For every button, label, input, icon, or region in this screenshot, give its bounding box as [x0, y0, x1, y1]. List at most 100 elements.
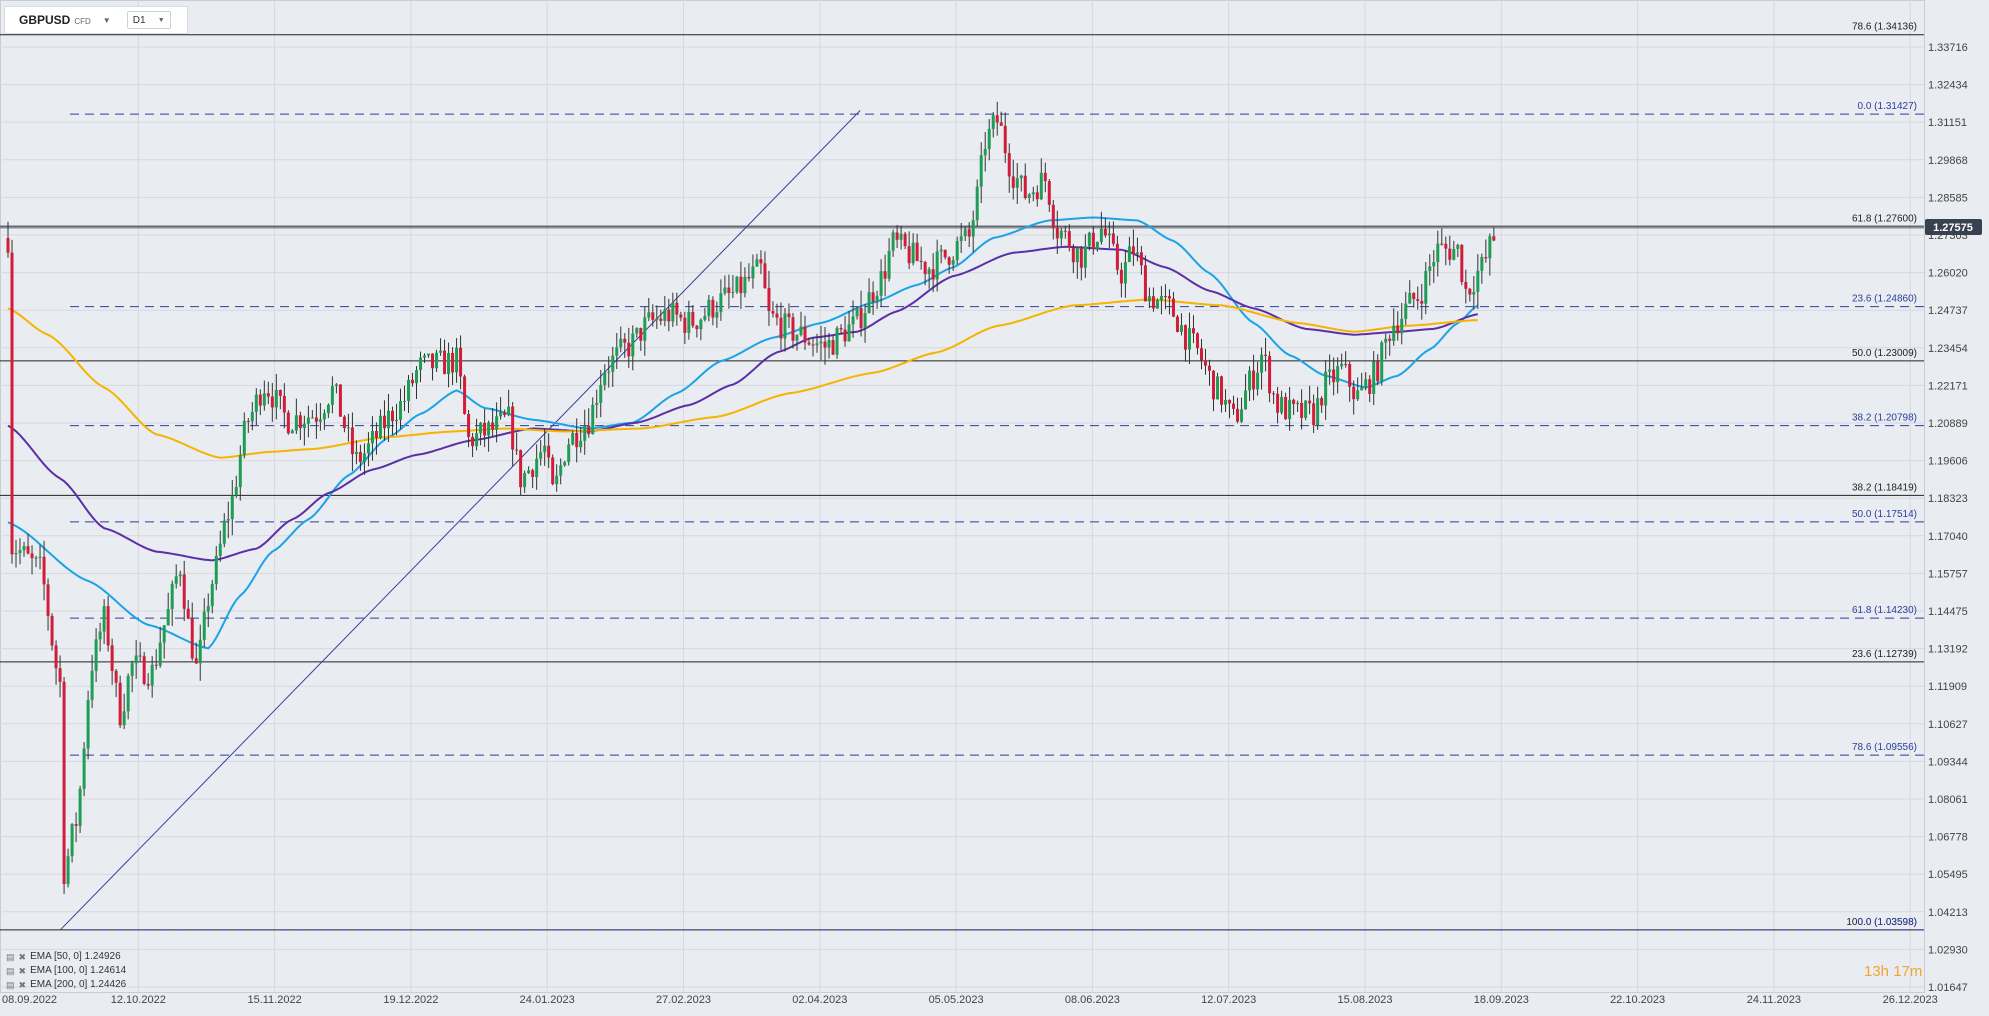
bear-candle	[138, 655, 142, 657]
solid-level-label: 38.2 (1.18419)	[1852, 482, 1917, 493]
bull-candle	[1392, 325, 1396, 342]
bull-candle	[82, 748, 86, 789]
bear-candle	[106, 606, 110, 646]
bear-candle	[1035, 192, 1039, 200]
bull-candle	[226, 519, 230, 521]
bull-candle	[90, 670, 94, 701]
date-tick-label: 24.11.2023	[1747, 994, 1801, 1006]
bull-candle	[1019, 175, 1023, 179]
bull-candle	[14, 553, 18, 555]
bear-candle	[443, 350, 447, 375]
bull-candle	[370, 431, 374, 444]
bull-candle	[819, 341, 823, 344]
bear-candle	[691, 312, 695, 326]
bull-candle	[290, 430, 294, 434]
bear-candle	[114, 670, 118, 683]
price-tick-label: 1.01647	[1928, 982, 1968, 994]
bear-candle	[1055, 227, 1059, 239]
bull-candle	[1159, 296, 1163, 301]
settings-icon[interactable]: ▤	[6, 952, 15, 962]
bear-candle	[659, 318, 663, 321]
bear-candle	[1264, 354, 1268, 356]
bear-candle	[683, 317, 687, 333]
bull-candle	[1015, 178, 1019, 188]
bear-candle	[1320, 398, 1324, 406]
bear-candle	[1236, 408, 1240, 422]
bull-candle	[827, 340, 831, 348]
bear-candle	[903, 233, 907, 247]
bull-candle	[1356, 390, 1360, 400]
bear-candle	[194, 658, 198, 664]
legend-label: EMA [100, 0] 1.24614	[30, 965, 127, 976]
bear-candle	[411, 379, 415, 384]
legend-item-ema200[interactable]: ▤ ✖ EMA [200, 0] 1.24426	[6, 978, 126, 992]
bear-candle	[30, 553, 34, 559]
bull-candle	[322, 413, 326, 420]
bear-candle	[907, 246, 911, 264]
bull-candle	[1135, 252, 1139, 255]
bull-candle	[1256, 372, 1260, 390]
bear-candle	[1276, 393, 1280, 413]
close-icon[interactable]: ✖	[18, 966, 27, 976]
level-labels: 78.6 (1.34136) 61.8 (1.27600) 50.0 (1.2300…	[1846, 22, 1917, 928]
bull-candle	[86, 700, 90, 749]
bear-candle	[270, 396, 274, 408]
bull-candle	[1248, 370, 1252, 391]
bull-candle	[1123, 262, 1127, 284]
trend-lines	[59, 110, 861, 931]
settings-icon[interactable]: ▤	[6, 966, 15, 976]
bull-candle	[415, 370, 419, 384]
bear-candle	[551, 457, 555, 485]
symbol-dropdown-icon[interactable]: ▼	[102, 15, 111, 25]
bear-candle	[747, 276, 751, 279]
bull-candle	[362, 453, 366, 463]
bear-candle	[382, 415, 386, 429]
price-tick-label: 1.20889	[1928, 418, 1968, 430]
close-icon[interactable]: ✖	[18, 980, 27, 990]
bull-candle	[126, 675, 130, 712]
bear-candle	[511, 406, 515, 450]
bull-candle	[1488, 236, 1492, 259]
close-icon[interactable]: ✖	[18, 952, 27, 962]
bear-candle	[1412, 293, 1416, 300]
dashed-level-label: 0.0 (1.31427)	[1858, 101, 1918, 112]
bull-candle	[1095, 241, 1099, 249]
bull-candle	[975, 186, 979, 221]
bull-candle	[611, 355, 615, 372]
bull-candle	[1244, 390, 1248, 410]
bull-candle	[1240, 409, 1244, 422]
bear-candle	[1191, 328, 1195, 334]
time-axis[interactable]: 08.09.2022 12.10.2022 15.11.2022 19.12.2022…	[2, 994, 1938, 1006]
bear-candle	[1151, 296, 1155, 309]
bull-candle	[1436, 243, 1440, 263]
bull-candle	[487, 422, 491, 436]
bull-candle	[927, 269, 931, 275]
bull-candle	[222, 520, 226, 544]
bull-candle	[1360, 387, 1364, 391]
bear-candle	[1199, 348, 1203, 361]
dashed-level-label: 23.6 (1.24860)	[1852, 294, 1917, 305]
bear-candle	[1003, 125, 1007, 154]
bull-candle	[615, 347, 619, 356]
bear-candle	[6, 237, 10, 253]
symbol-label[interactable]: GBPUSD	[19, 13, 71, 27]
bull-candle	[254, 394, 258, 412]
trend-line	[59, 110, 861, 931]
bear-candle	[831, 340, 835, 355]
price-tick-label: 1.06778	[1928, 832, 1968, 844]
bear-candle	[1388, 338, 1392, 342]
date-tick-label: 24.01.2023	[520, 994, 575, 1006]
legend-item-ema50[interactable]: ▤ ✖ EMA [50, 0] 1.24926	[6, 950, 126, 964]
bear-candle	[915, 242, 919, 261]
price-tick-label: 1.22171	[1928, 380, 1968, 392]
fibonacci-levels	[0, 34, 1924, 931]
bull-candle	[1328, 369, 1332, 372]
legend-item-ema100[interactable]: ▤ ✖ EMA [100, 0] 1.24614	[6, 964, 126, 978]
price-axis[interactable]: 1.337161.324341.311511.298681.285851.273…	[1925, 42, 1982, 994]
bear-candle	[1444, 243, 1448, 249]
timeframe-select[interactable]: D1 ▼	[126, 11, 171, 29]
bear-candle	[1420, 300, 1424, 304]
bear-candle	[390, 410, 394, 422]
settings-icon[interactable]: ▤	[6, 980, 15, 990]
